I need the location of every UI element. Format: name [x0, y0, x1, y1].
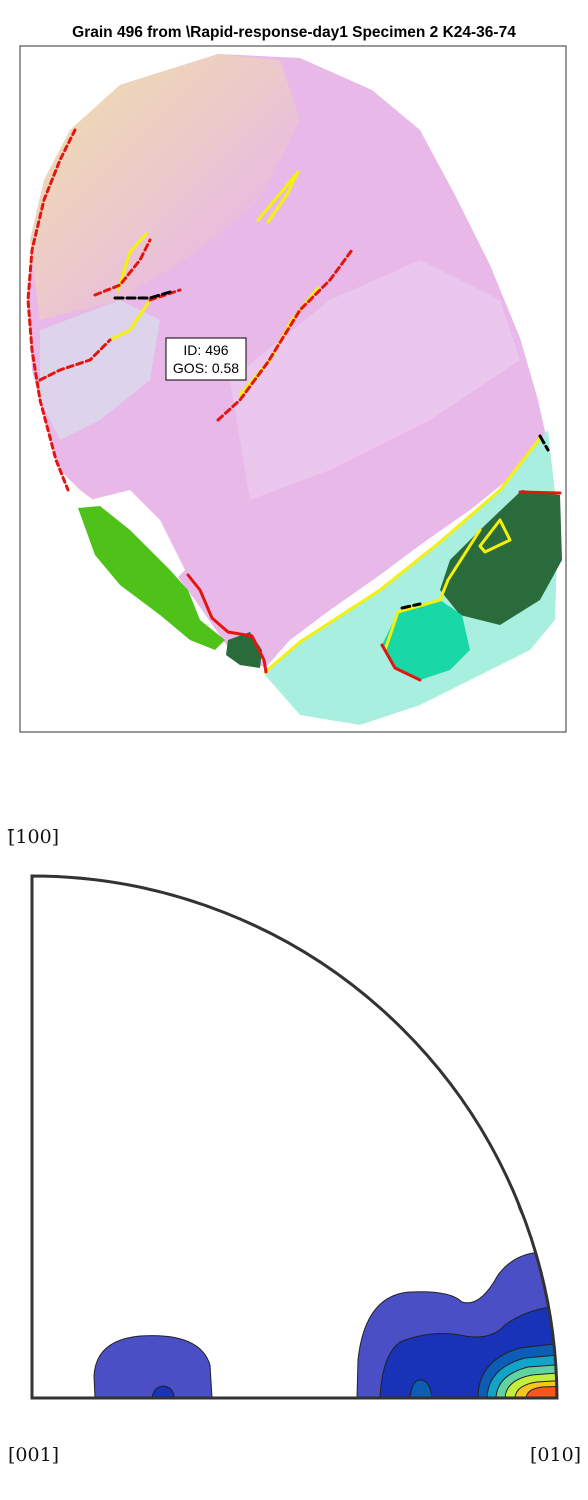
high-angle-boundary-teal	[380, 643, 422, 682]
pale-blue-patch	[40, 300, 160, 440]
twin-boundary-teal	[383, 528, 482, 652]
high-angle-boundary-left	[26, 128, 77, 492]
annotation-id: ID: 496	[183, 342, 228, 358]
high-angle-boundary-green	[186, 573, 268, 674]
pole-figure-sector-outline	[30, 874, 559, 1400]
white-gap-region	[90, 490, 185, 580]
high-angle-boundary-center	[216, 248, 354, 422]
annotation-gos: GOS: 0.58	[173, 360, 239, 376]
pole-label-bottom-left: [001]	[8, 1444, 60, 1466]
pole-label-bottom-right: [010]	[530, 1444, 582, 1466]
cream-tint-region	[30, 54, 300, 320]
light-lilac-band	[230, 260, 520, 500]
green-grain	[78, 506, 225, 650]
twin-boundary-inner	[478, 518, 512, 554]
orientation-map: ID: 496 GOS: 0.58	[19, 45, 567, 733]
map-frame	[19, 45, 567, 733]
inverse-pole-figure	[30, 874, 559, 1400]
twin-boundary-top	[256, 170, 300, 224]
dark-green-grain	[440, 490, 562, 625]
teal-grain	[382, 600, 470, 680]
contour-right-level3-spot	[409, 1379, 433, 1398]
grain-annotation: ID: 496 GOS: 0.58	[165, 337, 247, 381]
pole-label-top: [̄100]	[8, 826, 60, 848]
contour-left-inner	[151, 1385, 175, 1398]
figure-title: Grain 496 from \Rapid-response-day1 Spec…	[72, 24, 516, 41]
contour-upper-right	[516, 1181, 553, 1231]
high-angle-boundary-darkgreen	[518, 490, 562, 495]
twin-boundary-long	[263, 436, 542, 674]
other-boundary	[113, 290, 550, 610]
contour-left-outer	[93, 1335, 213, 1398]
contour-right-level8	[525, 1385, 557, 1398]
